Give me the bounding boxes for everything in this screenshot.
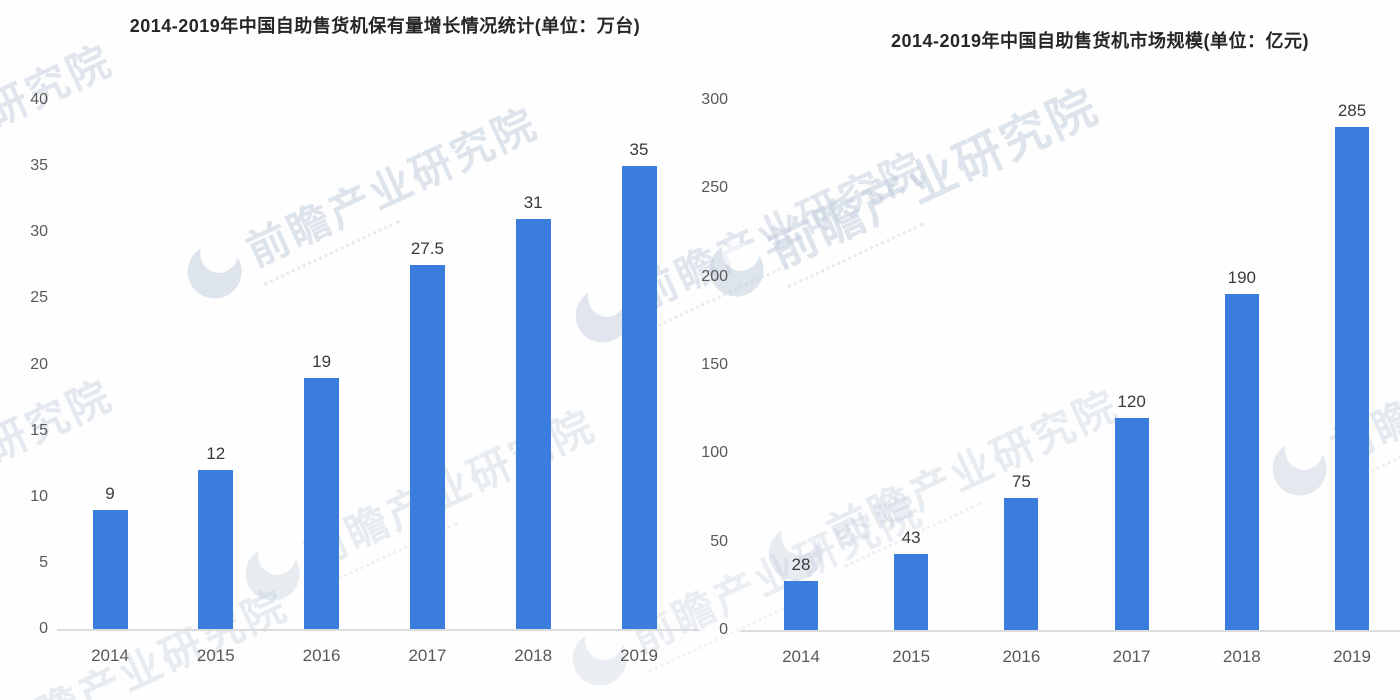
bar-2014 xyxy=(92,509,128,629)
y-axis-tick-label: 0 xyxy=(719,621,728,638)
y-axis-tick-label: 100 xyxy=(701,444,728,462)
chart-title: 2014-2019年中国自助售货机保有量增长情况统计(单位：万台) xyxy=(129,16,641,36)
x-axis-line xyxy=(740,630,1400,632)
bar-value-label: 12 xyxy=(206,444,226,464)
bar-2018 xyxy=(515,219,551,629)
bar-value-label: 31 xyxy=(523,193,543,213)
y-axis-tick-label: 250 xyxy=(701,179,728,197)
x-axis-category-label: 2017 xyxy=(1112,647,1151,666)
bar-value-label: 120 xyxy=(1117,392,1146,411)
y-axis-tick-label: 50 xyxy=(710,532,728,550)
y-axis-tick-label: 5 xyxy=(39,553,48,571)
bar-2019 xyxy=(621,166,657,629)
bar-value-label: 9 xyxy=(105,483,115,503)
bar-2017 xyxy=(409,265,445,629)
bar-2015 xyxy=(894,554,929,630)
bar-value-label: 75 xyxy=(1011,471,1031,491)
bar-value-label: 285 xyxy=(1337,100,1367,120)
bar-value-label: 28 xyxy=(791,554,811,574)
bar-value-label: 35 xyxy=(629,140,649,160)
y-axis-tick-label: 10 xyxy=(30,487,48,505)
bar-2017 xyxy=(1114,418,1149,630)
y-axis-tick-label: 0 xyxy=(39,620,48,637)
bar-2016 xyxy=(1004,497,1039,630)
bar-2014 xyxy=(784,580,818,630)
x-axis-line xyxy=(57,629,700,631)
bar-value-label: 43 xyxy=(901,528,921,548)
bar-2016 xyxy=(304,377,340,629)
x-axis-category-label: 2019 xyxy=(1333,647,1371,666)
y-axis-tick-label: 40 xyxy=(30,91,48,108)
y-axis-tick-label: 15 xyxy=(30,421,48,439)
y-axis-tick-label: 200 xyxy=(701,267,728,285)
y-axis-tick-label: 150 xyxy=(701,356,728,373)
bar-2018 xyxy=(1224,294,1259,630)
bar-2019 xyxy=(1335,126,1369,630)
x-axis-category-label: 2016 xyxy=(302,646,341,665)
x-axis-category-label: 2018 xyxy=(1222,647,1261,666)
x-axis-category-label: 2015 xyxy=(892,647,931,666)
y-axis-tick-label: 300 xyxy=(701,91,728,108)
x-axis-category-label: 2016 xyxy=(1002,647,1041,666)
x-axis-category-label: 2018 xyxy=(514,646,553,665)
bar-value-label: 19 xyxy=(312,351,332,371)
y-axis-tick-label: 35 xyxy=(30,157,48,175)
bar-value-label: 27.5 xyxy=(410,239,444,259)
x-axis-category-label: 2015 xyxy=(196,646,235,665)
x-axis-category-label: 2017 xyxy=(408,646,447,665)
x-axis-category-label: 2014 xyxy=(91,646,129,665)
x-axis-category-label: 2019 xyxy=(620,646,658,665)
bar-value-label: 190 xyxy=(1227,268,1256,288)
y-axis-tick-label: 20 xyxy=(30,355,48,373)
y-axis-tick-label: 30 xyxy=(30,223,48,241)
bar-2015 xyxy=(198,470,234,629)
y-axis-tick-label: 25 xyxy=(30,289,48,307)
chart-title: 2014-2019年中国自助售货机市场规模(单位：亿元) xyxy=(890,31,1310,51)
x-axis-category-label: 2014 xyxy=(782,647,820,666)
